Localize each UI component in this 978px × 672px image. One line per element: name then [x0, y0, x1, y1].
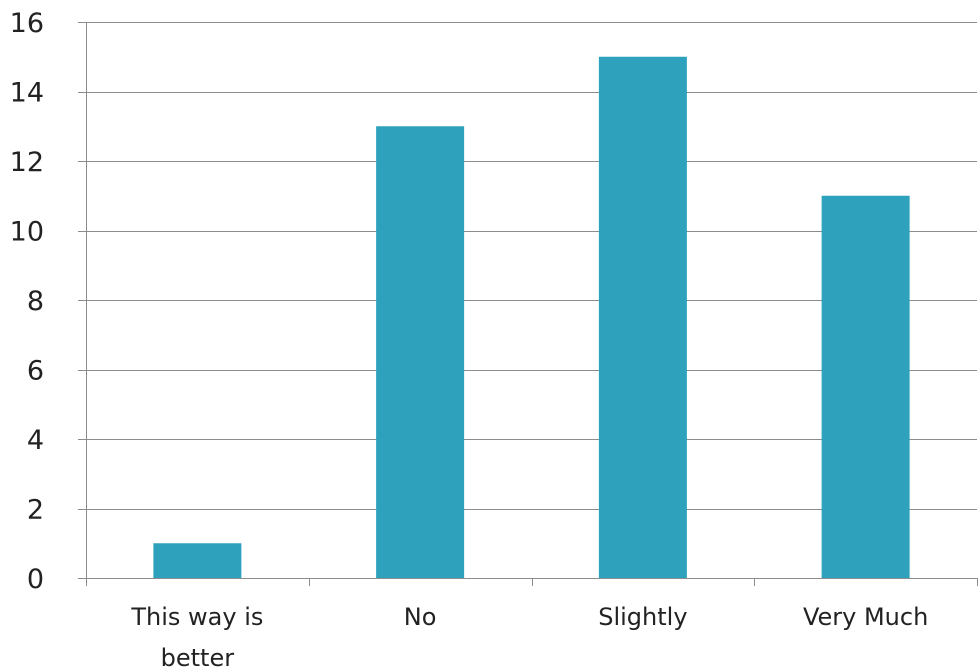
y-tick-label: 6: [27, 356, 44, 387]
grid-lines: [86, 22, 977, 510]
axes: [78, 22, 978, 586]
y-tick-label: 0: [27, 564, 44, 595]
x-tick-label: No: [404, 603, 437, 631]
bars: [153, 56, 910, 578]
y-tick-label: 2: [27, 495, 44, 526]
y-tick-labels: 0 2 4 6 8 10 12 14 16: [10, 8, 44, 595]
x-tick-label: Very Much: [803, 603, 928, 631]
x-tick-label: Slightly: [598, 603, 687, 631]
bar: [598, 56, 687, 578]
bar: [376, 126, 465, 578]
x-tick-label: better: [161, 644, 235, 672]
x-tick-label: This way is: [130, 603, 263, 631]
bar: [153, 543, 242, 578]
y-tick-label: 14: [10, 78, 44, 109]
y-tick-label: 4: [27, 425, 44, 456]
bar: [821, 195, 910, 578]
y-tick-label: 12: [10, 147, 44, 178]
x-tick-labels: This way is better No Slightly Very Much: [130, 603, 928, 672]
y-tick-label: 8: [27, 286, 44, 317]
y-tick-label: 10: [10, 217, 44, 248]
y-tick-label: 16: [10, 8, 44, 39]
